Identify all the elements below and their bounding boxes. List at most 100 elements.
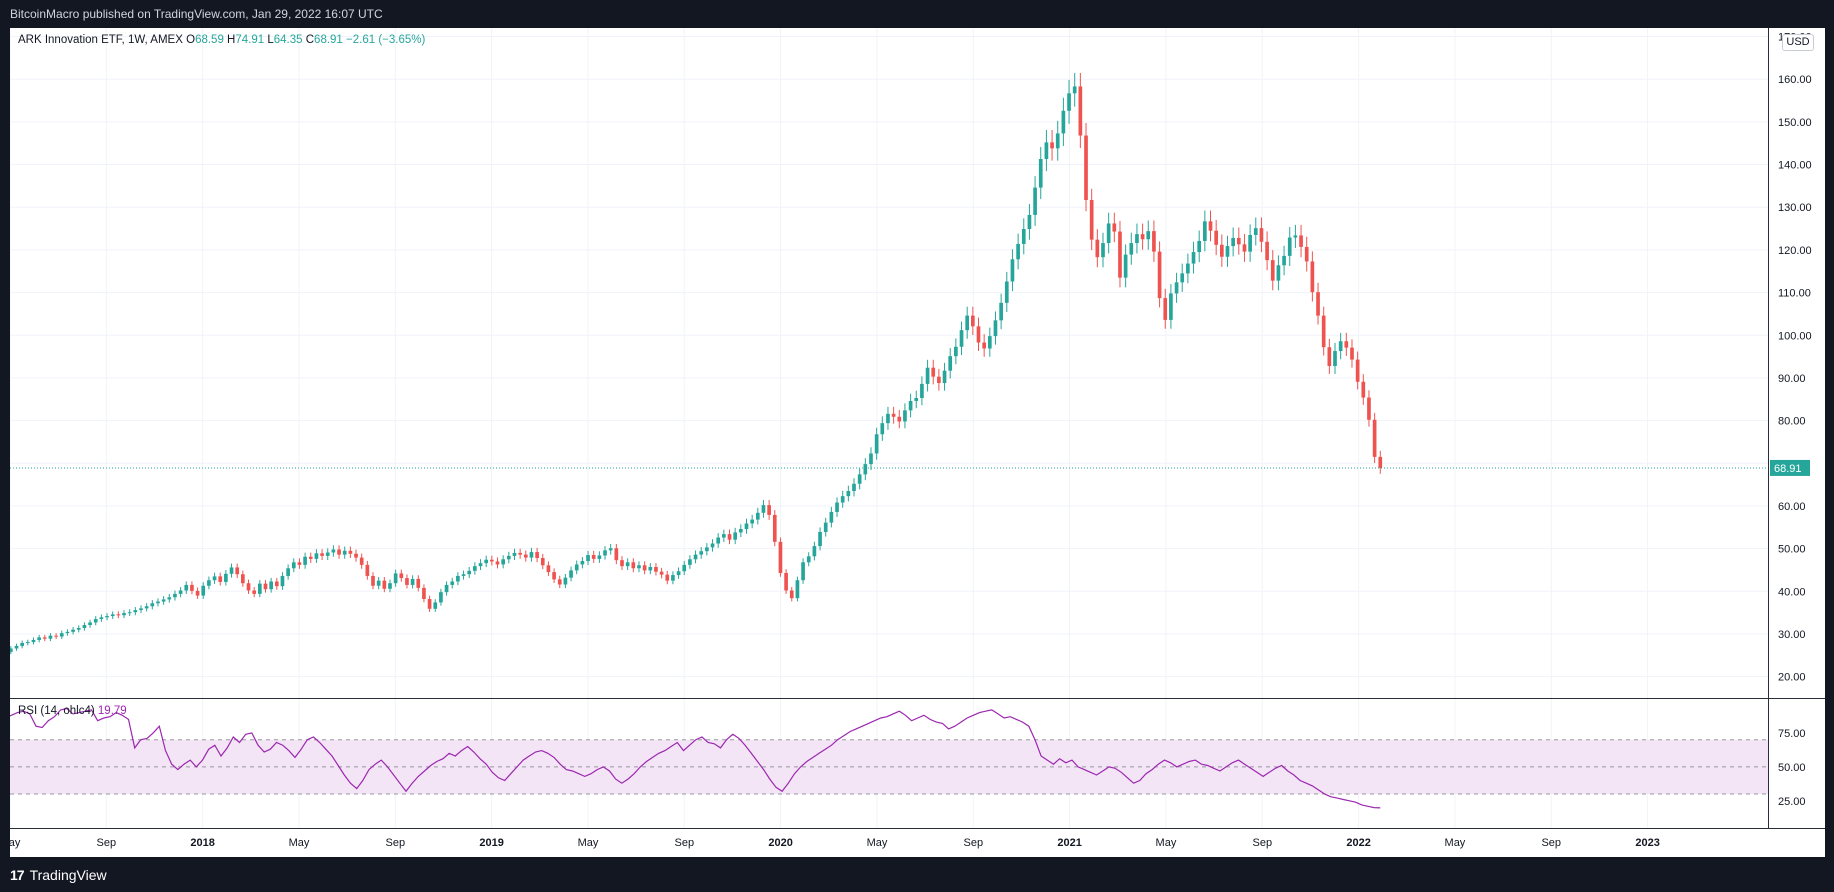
candle-body — [557, 579, 562, 585]
candle-body — [552, 572, 556, 580]
candle-body — [648, 566, 653, 571]
candle-body — [388, 583, 392, 589]
candle-body — [523, 554, 528, 558]
time-tick-label: May — [867, 837, 888, 849]
candle-body — [591, 555, 596, 559]
candle-body — [654, 566, 658, 572]
close-label: C — [305, 34, 315, 46]
candle-body — [959, 330, 964, 347]
candle-body — [518, 552, 522, 555]
candle-body — [1140, 234, 1145, 240]
candle-body — [252, 590, 257, 594]
candle-body — [603, 550, 607, 556]
candle-body — [342, 550, 347, 555]
candle-body — [1197, 240, 1202, 253]
candle-body — [761, 505, 766, 513]
time-tick-label: Sep — [675, 837, 695, 849]
candle-body — [359, 557, 364, 565]
candle-body — [450, 581, 455, 585]
candle-body — [82, 625, 87, 629]
last-price-label: 68.91 — [1774, 463, 1802, 475]
open-label: O — [186, 34, 196, 46]
candle-body — [490, 559, 494, 562]
candle-body — [733, 532, 738, 540]
candle-body — [563, 577, 568, 585]
candle-body — [286, 568, 290, 576]
time-tick-label: Sep — [97, 837, 117, 849]
candle-body — [512, 552, 517, 556]
price-tick-label: 140.00 — [1778, 160, 1812, 172]
candle-body — [1321, 315, 1326, 348]
candle-body — [224, 573, 228, 582]
candle-body — [1378, 456, 1383, 468]
candle-body — [48, 635, 53, 639]
price-tick-label: 60.00 — [1778, 501, 1806, 513]
candle-body — [42, 637, 47, 639]
candle-body — [1259, 228, 1264, 242]
symbol-name: ARK Innovation ETF, 1W, AMEX — [18, 34, 183, 46]
candle-body — [1214, 230, 1219, 245]
time-tick-label: 2022 — [1346, 837, 1370, 849]
candle-body — [478, 563, 483, 567]
candle-body — [1004, 281, 1009, 303]
candle-body — [710, 543, 715, 548]
candle-body — [1208, 221, 1213, 231]
candle-body — [1333, 351, 1337, 366]
candle-body — [59, 633, 64, 637]
candle-body — [948, 356, 953, 371]
candle-body — [348, 550, 353, 554]
candle-body — [789, 590, 794, 599]
candle-body — [1038, 159, 1043, 188]
candle-body — [331, 549, 336, 553]
candle-body — [1010, 259, 1015, 282]
candle-body — [772, 514, 777, 542]
tradingview-logo[interactable]: 17 TradingView — [10, 867, 107, 883]
tradingview-brand: TradingView — [29, 867, 107, 883]
chart-frame[interactable]: 20.0030.0040.0050.0060.0070.0080.0090.00… — [0, 28, 1825, 857]
candle-body — [937, 376, 941, 384]
candle-body — [614, 548, 619, 561]
candle-body — [1231, 237, 1235, 247]
candle-body — [993, 320, 998, 337]
candle-body — [818, 531, 822, 547]
candle-body — [257, 583, 262, 594]
candle-body — [1021, 229, 1026, 244]
candle-body — [727, 534, 732, 540]
time-tick-label: Sep — [963, 837, 983, 849]
currency-button[interactable]: USD — [1782, 34, 1814, 51]
candle-body — [1236, 237, 1241, 245]
candle-body — [965, 315, 970, 331]
candle-body — [506, 555, 511, 560]
candle-body — [229, 567, 234, 574]
time-tick-label: May — [578, 837, 599, 849]
candle-body — [755, 512, 760, 520]
rsi-legend: RSI (14, ohlc4) 19.79 — [18, 705, 127, 717]
candle-body — [150, 603, 155, 607]
candle-body — [88, 622, 92, 626]
candle-body — [246, 583, 251, 591]
candle-body — [20, 642, 24, 646]
candle-body — [1089, 199, 1094, 240]
candle-body — [1355, 359, 1360, 382]
candle-body — [371, 575, 375, 586]
candle-body — [405, 578, 409, 585]
candle-body — [971, 315, 975, 327]
candle-body — [161, 599, 166, 602]
candle-body — [325, 552, 330, 556]
candle-body — [1123, 254, 1128, 278]
candle-body — [190, 584, 194, 591]
candle-body — [908, 400, 913, 411]
candle-body — [1174, 282, 1179, 294]
price-chart-svg[interactable]: 20.0030.0040.0050.0060.0070.0080.0090.00… — [0, 28, 1825, 857]
candle-body — [546, 565, 551, 573]
candle-body — [1191, 252, 1196, 264]
candle-body — [1095, 239, 1100, 258]
candle-body — [665, 574, 670, 581]
bottom-bar: 17 TradingView — [0, 857, 1834, 892]
candle-body — [99, 617, 104, 620]
candle-body — [1350, 347, 1354, 360]
candle-body — [987, 336, 992, 349]
candle-body — [116, 614, 121, 616]
candle-body — [812, 546, 817, 557]
candle-body — [76, 628, 81, 630]
